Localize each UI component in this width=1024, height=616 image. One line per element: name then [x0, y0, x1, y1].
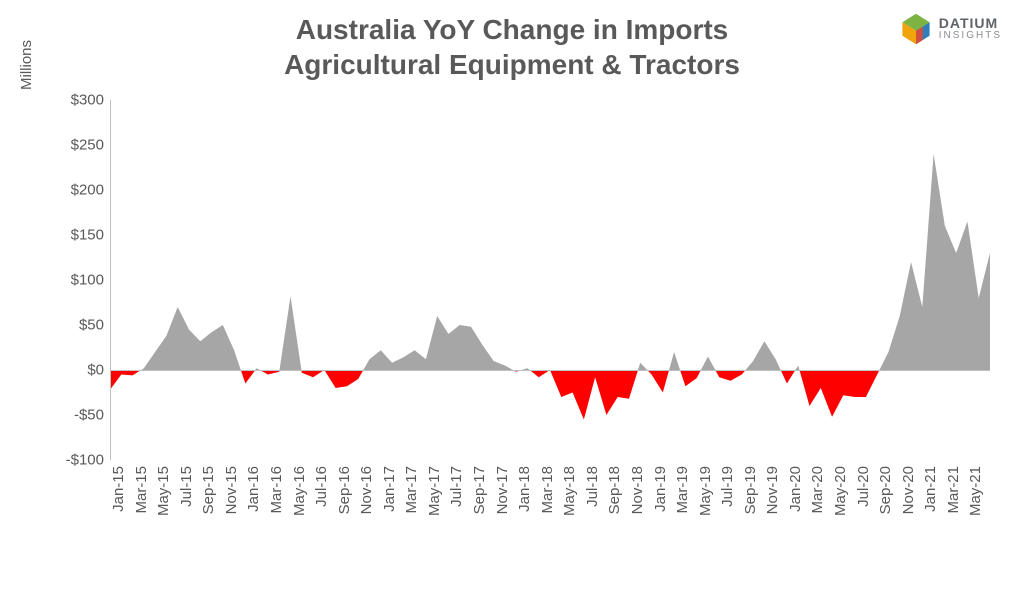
x-tick-label: Sep-17: [471, 466, 488, 514]
x-tick-label: Mar-21: [945, 466, 962, 514]
x-tick-label: Jul-16: [313, 466, 330, 507]
x-tick-label: Mar-20: [809, 466, 826, 514]
x-tick-label: Jan-18: [516, 466, 533, 512]
x-tick-label: Jan-15: [110, 466, 127, 512]
x-tick-label: Nov-16: [358, 466, 375, 514]
x-tick-label: May-17: [426, 466, 443, 516]
y-tick-label: $100: [71, 272, 104, 289]
title-line-2: Agricultural Equipment & Tractors: [284, 49, 740, 80]
y-tick-label: $200: [71, 182, 104, 199]
negative-area: [110, 154, 990, 420]
x-tick-label: Sep-19: [742, 466, 759, 514]
x-tick-label: Mar-15: [133, 466, 150, 514]
y-tick-label: $300: [71, 92, 104, 109]
x-tick-label: Jul-19: [719, 466, 736, 507]
x-tick-label: May-21: [967, 466, 984, 516]
x-tick-label: Jan-17: [381, 466, 398, 512]
y-tick-label: -$50: [74, 407, 104, 424]
y-tick-label: -$100: [66, 452, 104, 469]
x-tick-label: May-20: [832, 466, 849, 516]
x-tick-label: Mar-19: [674, 466, 691, 514]
x-tick-label: Mar-17: [403, 466, 420, 514]
x-tick-label: Nov-18: [629, 466, 646, 514]
x-tick-label: Sep-15: [200, 466, 217, 514]
y-tick-label: $250: [71, 137, 104, 154]
x-tick-label: Sep-20: [877, 466, 894, 514]
x-tick-label: Jul-18: [584, 466, 601, 507]
x-tick-label: Nov-15: [223, 466, 240, 514]
y-tick-label: $150: [71, 227, 104, 244]
x-tick-label: Jul-15: [178, 466, 195, 507]
logo-subname: INSIGHTS: [939, 31, 1002, 42]
x-tick-label: Nov-19: [764, 466, 781, 514]
y-axis-unit-label: Millions: [18, 40, 35, 90]
zero-axis-line: [110, 370, 990, 371]
x-tick-label: Mar-16: [268, 466, 285, 514]
x-tick-label: May-19: [697, 466, 714, 516]
x-tick-label: Sep-18: [606, 466, 623, 514]
x-tick-label: Jan-16: [245, 466, 262, 512]
logo-text: DATIUM INSIGHTS: [939, 16, 1002, 41]
logo-mark-icon: [899, 12, 933, 46]
x-tick-label: Jan-20: [787, 466, 804, 512]
x-tick-label: Jul-17: [448, 466, 465, 507]
y-tick-label: $0: [87, 362, 104, 379]
x-tick-label: Sep-16: [336, 466, 353, 514]
area-chart-svg: [110, 100, 990, 460]
chart-container: Australia YoY Change in Imports Agricult…: [0, 0, 1024, 616]
x-tick-label: Jan-21: [922, 466, 939, 512]
x-tick-label: May-15: [155, 466, 172, 516]
x-tick-label: Jul-20: [855, 466, 872, 507]
x-tick-label: Mar-18: [539, 466, 556, 514]
x-tick-label: May-16: [291, 466, 308, 516]
y-tick-label: $50: [79, 317, 104, 334]
logo-name: DATIUM: [939, 15, 998, 31]
plot-area: -$100-$50$0$50$100$150$200$250$300Jan-15…: [110, 100, 990, 460]
brand-logo: DATIUM INSIGHTS: [899, 12, 1002, 46]
chart-title: Australia YoY Change in Imports Agricult…: [0, 12, 1024, 82]
x-tick-label: Jan-19: [652, 466, 669, 512]
x-tick-label: May-18: [561, 466, 578, 516]
x-tick-label: Nov-20: [900, 466, 917, 514]
title-line-1: Australia YoY Change in Imports: [296, 14, 729, 45]
y-axis-line: [110, 100, 111, 460]
x-tick-label: Nov-17: [494, 466, 511, 514]
